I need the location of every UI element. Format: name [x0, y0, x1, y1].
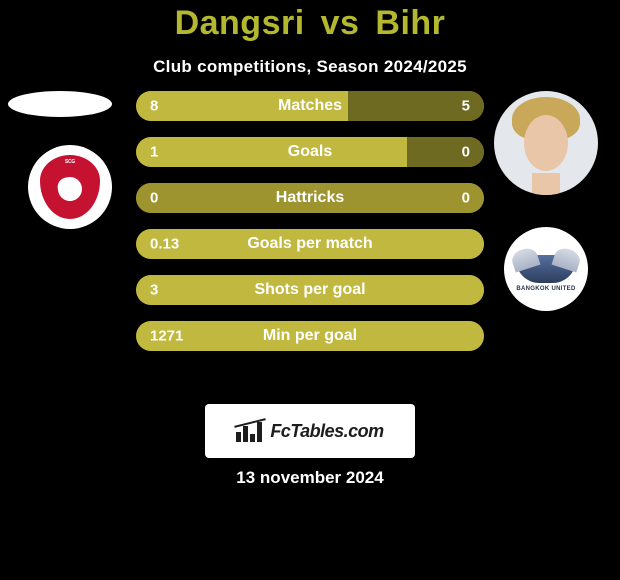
wings-icon	[516, 255, 576, 283]
page-title: Dangsri vs Bihr	[175, 4, 446, 43]
player2-face	[494, 91, 598, 195]
stat-row: 0.13 Goals per match	[136, 229, 484, 259]
subtitle: Club competitions, Season 2024/2025	[153, 57, 467, 77]
badge-left-shield: SCG	[40, 155, 100, 219]
stat-row: 0 0 Hattricks	[136, 183, 484, 213]
stat-fill-right	[407, 137, 484, 167]
chart-icon	[236, 420, 264, 442]
player2-skin	[524, 115, 568, 171]
stat-value-left: 1271	[150, 328, 183, 345]
badge-right-text: BANGKOK UNITED	[516, 286, 575, 292]
stat-value-left: 8	[150, 98, 158, 115]
title-player2: Bihr	[375, 4, 445, 42]
logo-text: FcTables.com	[270, 421, 383, 442]
comparison-card: Dangsri vs Bihr Club competitions, Seaso…	[0, 0, 620, 580]
stat-value-left: 1	[150, 144, 158, 161]
badge-left-top-text: SCG	[65, 159, 75, 165]
badge-left-inner: SCG	[35, 152, 105, 222]
content-area: SCG BANGKOK UNITED 8 5 Matches 1 0 Goals 0 0 Hat…	[0, 77, 620, 580]
footer-date: 13 november 2024	[236, 468, 383, 488]
stat-row: 1271 Min per goal	[136, 321, 484, 351]
player2-photo	[494, 91, 598, 195]
stat-label: Shots per goal	[254, 281, 365, 299]
stat-value-left: 0.13	[150, 236, 179, 253]
stat-value-right: 0	[462, 144, 470, 161]
stat-value-right: 5	[462, 98, 470, 115]
stat-row: 3 Shots per goal	[136, 275, 484, 305]
stat-value-right: 0	[462, 190, 470, 207]
stat-label: Min per goal	[263, 327, 357, 345]
stat-label: Goals	[288, 143, 332, 161]
stat-label: Goals per match	[247, 235, 372, 253]
unicorn-icon	[56, 175, 84, 203]
stat-value-left: 3	[150, 282, 158, 299]
stat-value-left: 0	[150, 190, 158, 207]
fctables-logo[interactable]: FcTables.com	[205, 404, 415, 458]
player1-photo	[8, 91, 112, 117]
stat-label: Hattricks	[276, 189, 344, 207]
player1-club-badge: SCG	[28, 145, 112, 229]
stat-fill-left	[136, 137, 407, 167]
title-player1: Dangsri	[175, 4, 305, 42]
stat-label: Matches	[278, 97, 342, 115]
player2-neck	[532, 173, 560, 195]
player2-club-badge: BANGKOK UNITED	[504, 227, 588, 311]
badge-right-inner: BANGKOK UNITED	[511, 234, 581, 304]
title-vs: vs	[321, 4, 360, 42]
stat-rows: 8 5 Matches 1 0 Goals 0 0 Hattricks 0.13 Goals per…	[136, 91, 484, 351]
stat-row: 8 5 Matches	[136, 91, 484, 121]
stat-row: 1 0 Goals	[136, 137, 484, 167]
